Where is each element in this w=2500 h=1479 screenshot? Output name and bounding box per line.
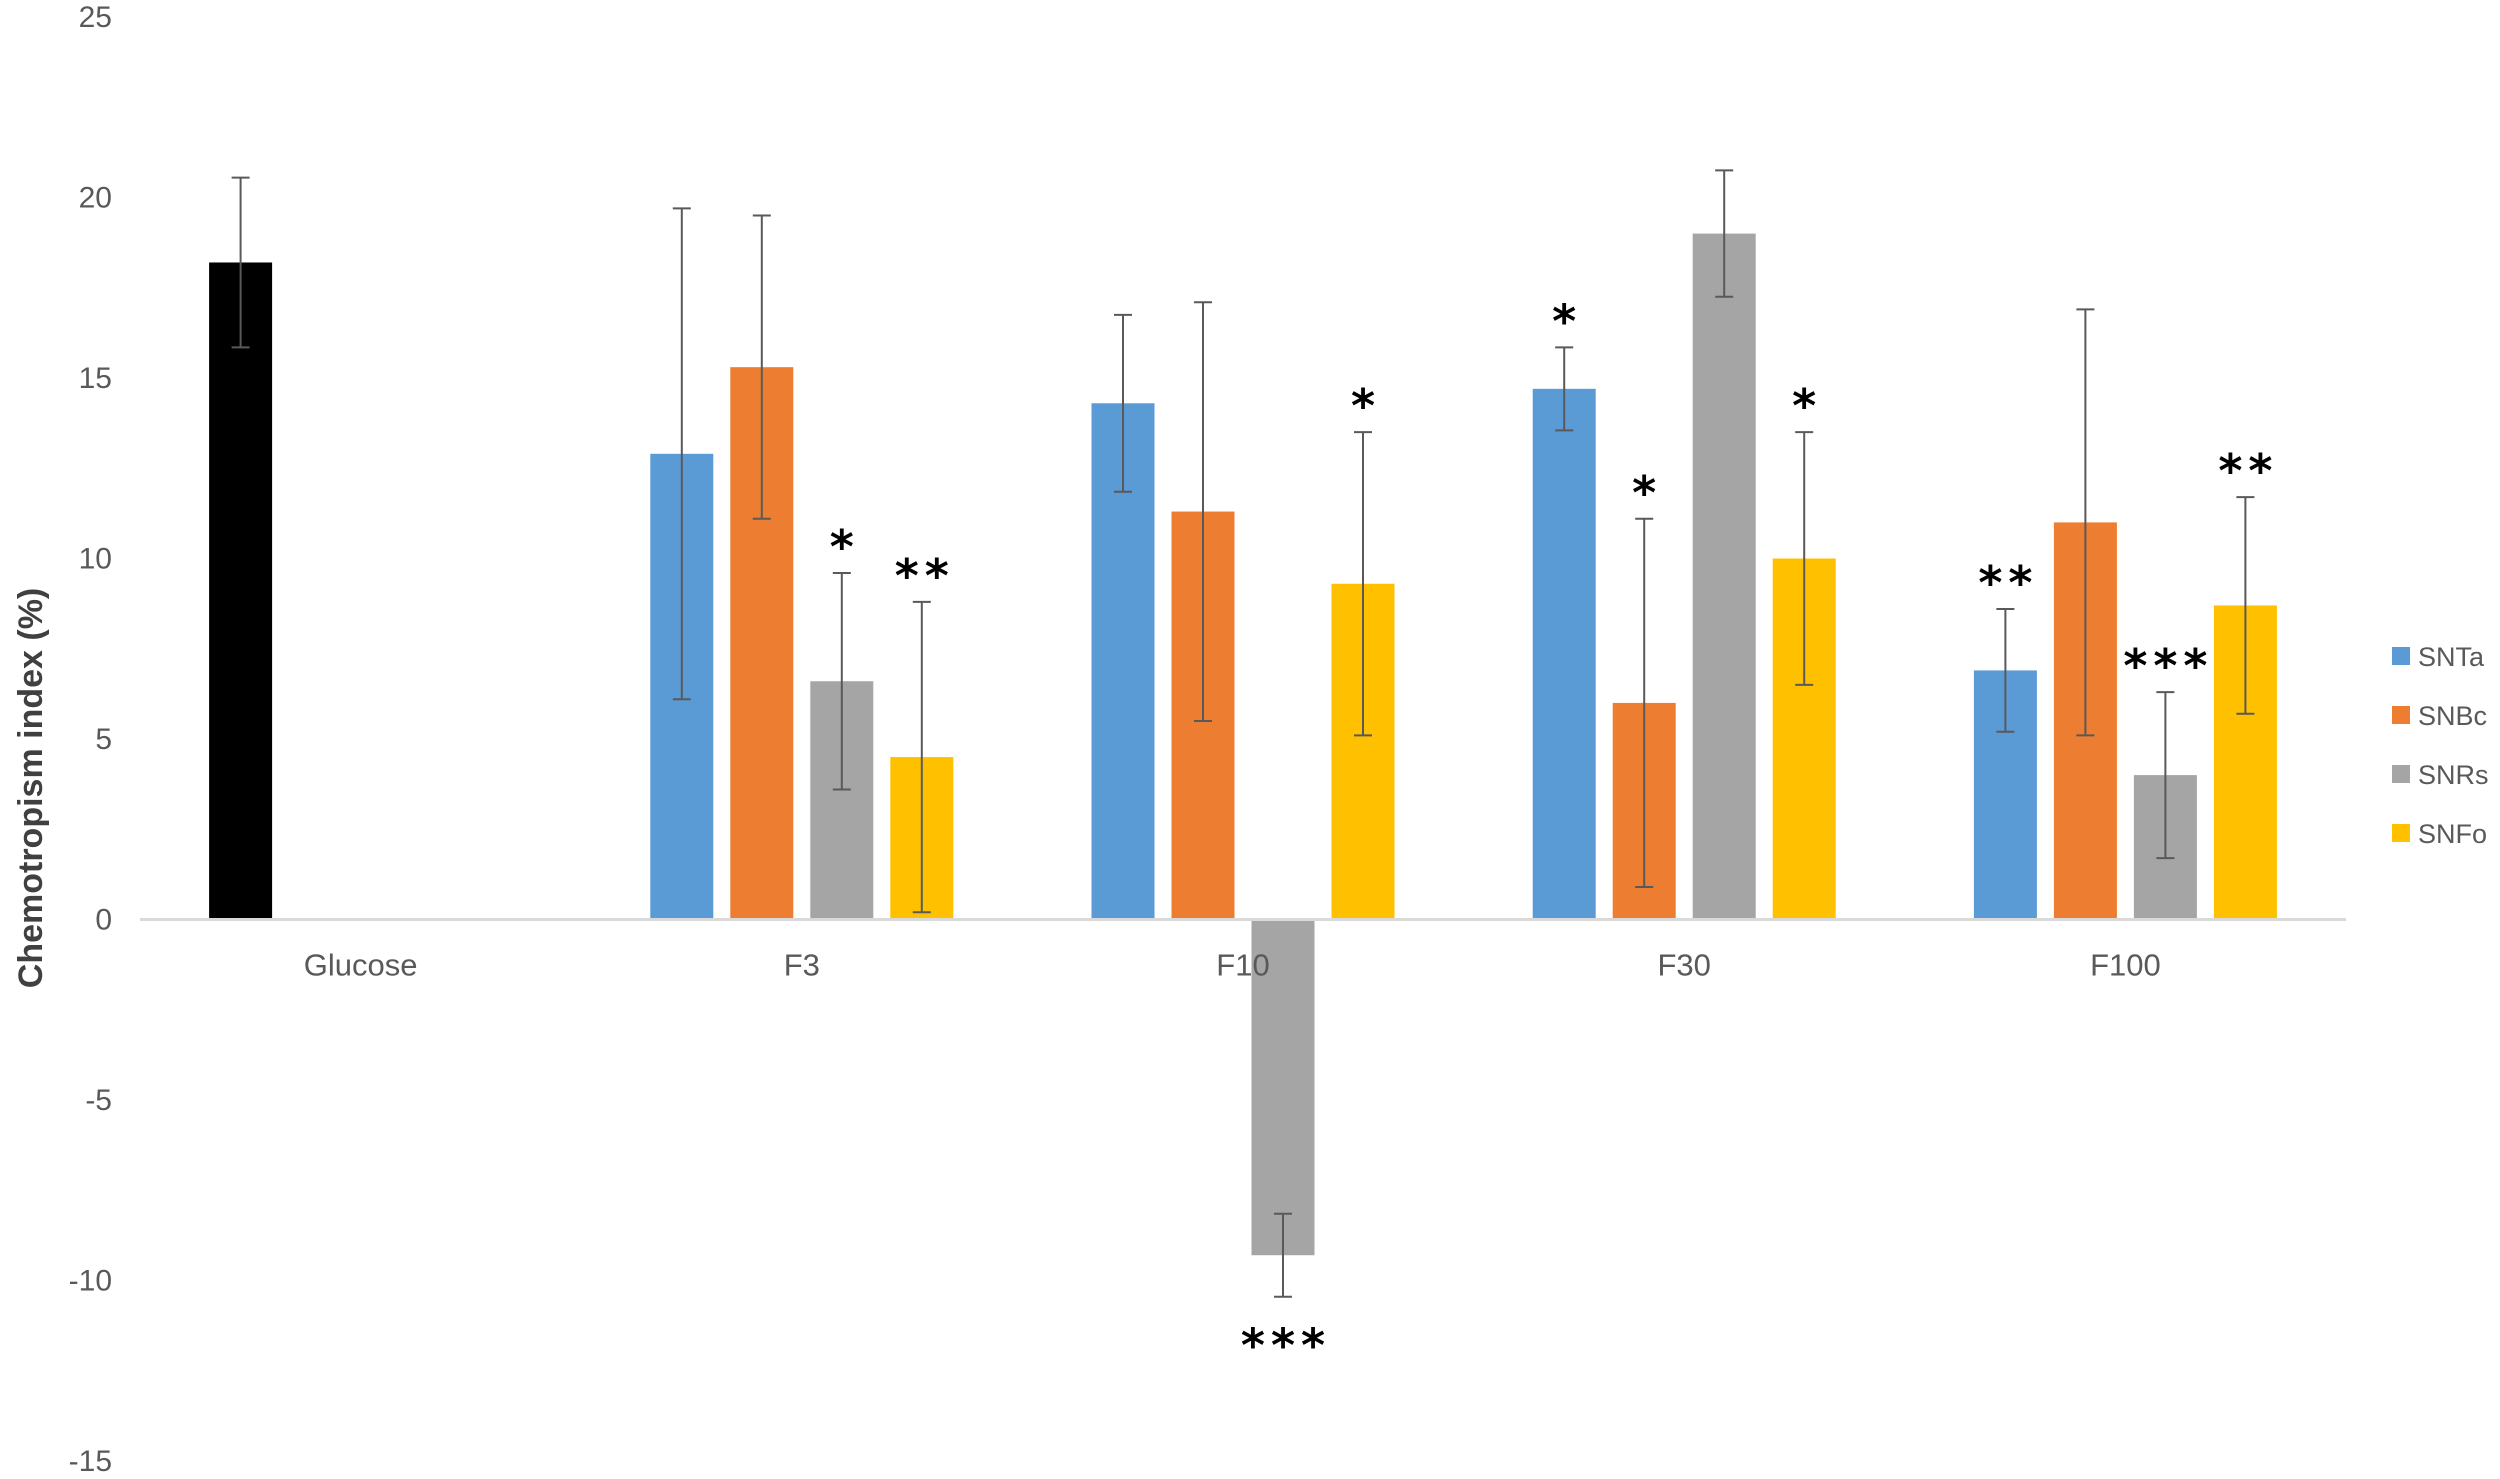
category-label: F100 (2090, 948, 2161, 983)
y-tick-label: 25 (79, 1, 112, 34)
bar (1532, 388, 1596, 920)
bar (209, 262, 273, 920)
y-tick-label: 5 (95, 723, 112, 756)
legend-swatch (2392, 706, 2410, 724)
bar (1692, 233, 1756, 920)
significance-marker: * (1552, 294, 1582, 348)
legend-swatch (2392, 647, 2410, 665)
significance-marker: * (1351, 379, 1381, 433)
legend: SNTa SNBc SNRs SNFo (2392, 642, 2489, 849)
significance-marker: *** (1241, 1319, 1331, 1373)
legend-label: SNBc (2418, 701, 2487, 731)
category-label: F30 (1657, 948, 1710, 983)
bars (209, 233, 2277, 1256)
legend-swatch (2392, 765, 2410, 783)
significance-marker: * (1792, 379, 1822, 433)
legend-swatch (2392, 824, 2410, 842)
significance-marker: *** (2123, 639, 2213, 693)
significance-markers: ***************** (830, 294, 2278, 1373)
category-label: Glucose (304, 948, 418, 983)
y-tick-label: -5 (85, 1084, 112, 1117)
legend-label: SNRs (2418, 760, 2489, 790)
y-tick-label: -15 (69, 1445, 112, 1478)
y-tick-label: 0 (95, 904, 112, 937)
bar (1251, 919, 1315, 1256)
y-tick-label: -10 (69, 1265, 112, 1298)
significance-marker: * (830, 520, 860, 574)
y-axis-label: Chemotropism index (%) (12, 588, 50, 988)
category-label: F10 (1216, 948, 1269, 983)
legend-label: SNTa (2418, 642, 2485, 672)
category-labels: Glucose F3 F10 F30 F100 (304, 948, 2161, 983)
y-tick-label: 20 (79, 182, 112, 215)
error-bars (231, 169, 2255, 1298)
category-label: F3 (784, 948, 820, 983)
significance-marker: ** (1978, 556, 2038, 610)
y-tick-label: 10 (79, 543, 112, 576)
significance-marker: ** (2218, 444, 2278, 498)
y-tick-labels: -15 -10 -5 0 5 10 15 20 25 (69, 1, 112, 1478)
significance-marker: * (1632, 466, 1662, 520)
legend-label: SNFo (2418, 819, 2487, 849)
y-tick-label: 15 (79, 362, 112, 395)
significance-marker: ** (895, 549, 955, 603)
